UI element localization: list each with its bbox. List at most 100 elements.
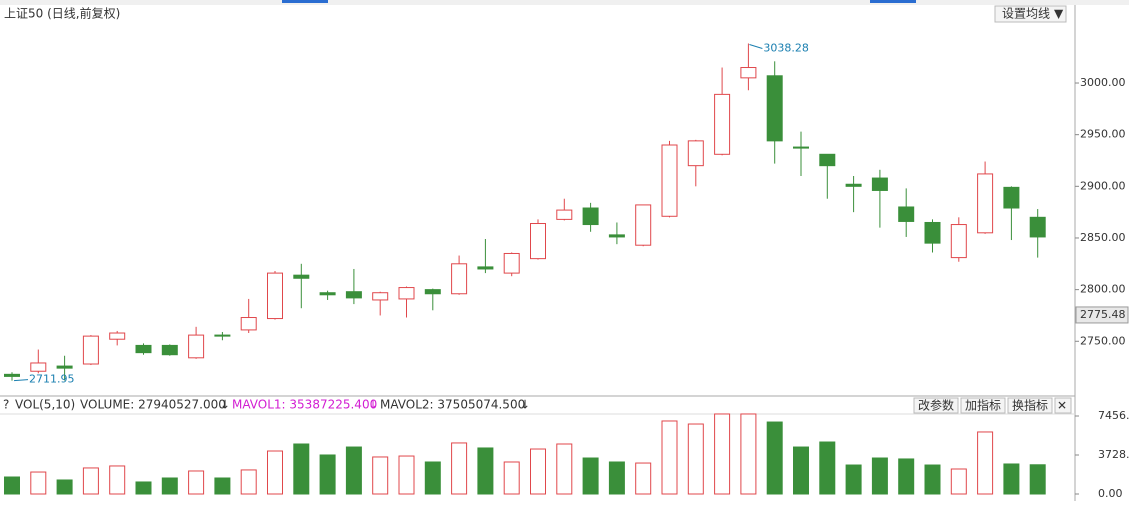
candle-body xyxy=(214,334,231,337)
candle-body xyxy=(161,344,178,356)
candle-body xyxy=(293,274,310,279)
tab-active[interactable] xyxy=(870,0,916,3)
ma-button-label: 设置均线 xyxy=(1002,7,1050,21)
volume-bar xyxy=(608,461,625,495)
panel-button[interactable] xyxy=(1007,397,1053,414)
volume-bar xyxy=(661,420,678,495)
candle-body xyxy=(345,291,362,299)
candle-body xyxy=(319,292,336,296)
candle-body xyxy=(4,373,20,377)
tab-strip xyxy=(0,0,1129,5)
y-tick-label: 7456.00 xyxy=(1098,409,1129,422)
candle-body xyxy=(398,287,415,300)
volume-bar xyxy=(898,458,915,495)
y-tick-label: 0.00 xyxy=(1098,487,1123,500)
volume-bar xyxy=(161,477,178,495)
volume-bar xyxy=(30,471,47,495)
low-annotation: 2711.95 xyxy=(29,373,75,386)
y-tick-label: 2950.00 xyxy=(1080,128,1126,141)
chart-title: 上证50 (日线,前复权) xyxy=(4,6,120,21)
volume-bar xyxy=(293,443,310,495)
volume-bar xyxy=(372,456,389,495)
candle-body xyxy=(766,75,783,142)
candle-body xyxy=(82,335,99,365)
candle-body xyxy=(56,365,73,369)
candle-body xyxy=(1029,216,1046,238)
volume-bar xyxy=(345,446,362,495)
volume-bar xyxy=(188,470,205,495)
volume-bar xyxy=(556,443,573,495)
panel-button-label: 换指标 xyxy=(1012,398,1048,413)
volume-bar xyxy=(424,461,441,495)
y-tick-label: 2850.00 xyxy=(1080,231,1126,244)
candle-body xyxy=(503,252,520,274)
candle-body xyxy=(424,289,441,295)
dropdown-icon: ▼ xyxy=(1054,7,1064,21)
candle-body xyxy=(714,93,731,155)
volume-bar xyxy=(977,431,994,495)
candle-body xyxy=(898,206,915,222)
candle-body xyxy=(661,144,678,217)
y-tick-label: 2800.00 xyxy=(1080,283,1126,296)
volume-bar xyxy=(240,469,257,495)
volume-bar xyxy=(845,464,862,495)
price-marker-box xyxy=(1075,306,1129,324)
volume-bar xyxy=(871,457,888,495)
volume-bar xyxy=(214,477,231,495)
volume-bar xyxy=(319,454,336,495)
candle-body xyxy=(240,317,257,331)
volume-bar xyxy=(793,446,809,495)
volume-bar xyxy=(135,481,152,495)
tab-active[interactable] xyxy=(282,0,328,3)
y-tick-label: 2900.00 xyxy=(1080,179,1126,192)
mavol1-label: MAVOL1: 35387225.400 xyxy=(232,398,377,412)
arrow-icon: ↓ xyxy=(368,398,378,412)
volume-bar xyxy=(56,479,73,495)
volume-bar xyxy=(1003,463,1020,495)
panel-button[interactable] xyxy=(913,397,959,414)
volume-bar xyxy=(924,464,941,495)
y-tick-label: 2750.00 xyxy=(1080,334,1126,347)
volume-bar xyxy=(4,476,20,495)
candle-body xyxy=(530,223,546,260)
y-tick-label: 3728.00 xyxy=(1098,448,1129,461)
panel-button[interactable] xyxy=(960,397,1006,414)
candle-body xyxy=(871,177,888,191)
volume-bar xyxy=(477,447,494,495)
candle-body xyxy=(635,204,652,246)
candle-body xyxy=(924,221,941,244)
volume-bar xyxy=(109,465,126,495)
mavol2-label: MAVOL2: 37505074.500 xyxy=(380,398,525,412)
volume-label: VOLUME: 27940527.000 xyxy=(80,398,226,412)
volume-bar xyxy=(451,442,468,495)
volume-bar xyxy=(714,413,731,495)
candle-body xyxy=(687,140,704,167)
candle-body xyxy=(608,234,625,238)
close-icon: ✕ xyxy=(1057,399,1067,413)
panel-button-label: 加指标 xyxy=(965,398,1001,413)
vol-title: VOL(5,10) xyxy=(15,398,75,412)
price-marker-label: 2775.48 xyxy=(1080,308,1126,321)
candle-body xyxy=(109,332,126,340)
ma-button[interactable] xyxy=(994,5,1067,23)
volume-bar xyxy=(766,421,783,495)
close-button[interactable] xyxy=(1054,397,1072,414)
annotation-arrow xyxy=(13,379,29,382)
volume-bar xyxy=(1029,464,1046,495)
volume-bar xyxy=(82,467,99,495)
volume-bar xyxy=(687,423,704,495)
high-annotation: 3038.28 xyxy=(763,41,809,54)
annotation-arrow xyxy=(749,43,763,49)
candle-body xyxy=(1003,186,1020,209)
panel-button-label: 改参数 xyxy=(918,398,954,413)
candle-body xyxy=(267,272,283,320)
candle-body xyxy=(188,334,205,359)
candle-body xyxy=(372,292,389,301)
y-tick-label: 3000.00 xyxy=(1080,76,1126,89)
arrow-icon: ↓ xyxy=(520,398,530,412)
candle-body xyxy=(135,344,152,354)
volume-bar xyxy=(635,462,652,495)
volume-bar xyxy=(950,468,967,495)
